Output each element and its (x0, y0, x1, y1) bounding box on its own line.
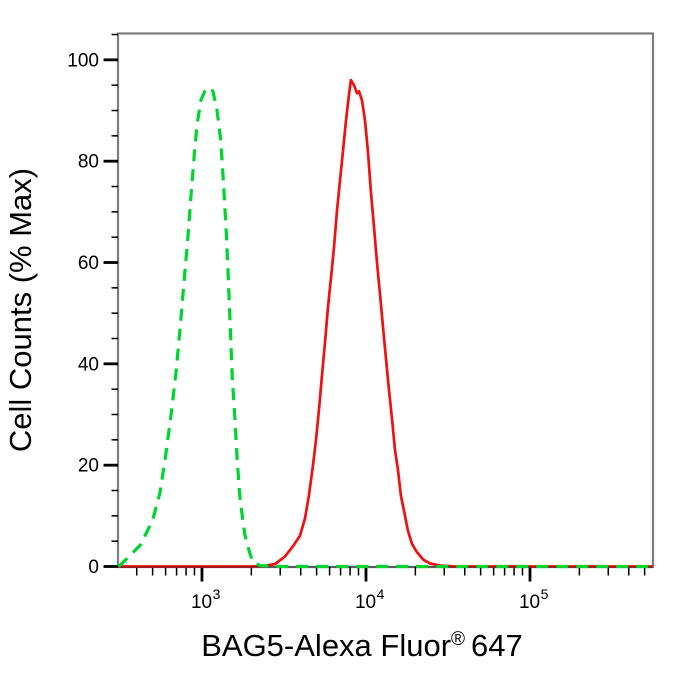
x-axis-minor-ticks (135, 567, 646, 576)
x-tick-label: 105 (519, 586, 549, 613)
plot-frame (116, 32, 655, 567)
y-axis-minor-ticks (111, 33, 118, 542)
x-axis-tick-labels: 103 104 105 (191, 586, 549, 613)
registered-trademark-symbol: ® (451, 629, 465, 650)
histogram-curves (117, 78, 653, 569)
x-axis-title: BAG5-Alexa Fluor® 647 (201, 628, 523, 663)
y-axis-major-ticks (103, 58, 118, 568)
y-tick-label: 0 (88, 557, 99, 578)
x-tick-label: 104 (355, 586, 385, 613)
y-tick-label: 100 (67, 50, 99, 71)
x-axis-title-tail: 647 (471, 628, 523, 663)
y-tick-label: 20 (78, 456, 99, 477)
x-axis-title-main: BAG5-Alexa Fluor (201, 628, 451, 663)
y-tick-label: 60 (78, 253, 99, 274)
y-tick-label: 80 (78, 152, 99, 173)
x-tick-label: 103 (191, 586, 221, 613)
x-axis-major-ticks (200, 567, 532, 582)
green-dashed-curve (117, 86, 653, 569)
y-axis-tick-labels: 0 20 40 60 80 100 (67, 50, 99, 578)
red-solid-curve (118, 78, 653, 568)
y-tick-label: 40 (78, 354, 99, 375)
y-axis-title: Cell Counts (% Max) (3, 168, 38, 452)
